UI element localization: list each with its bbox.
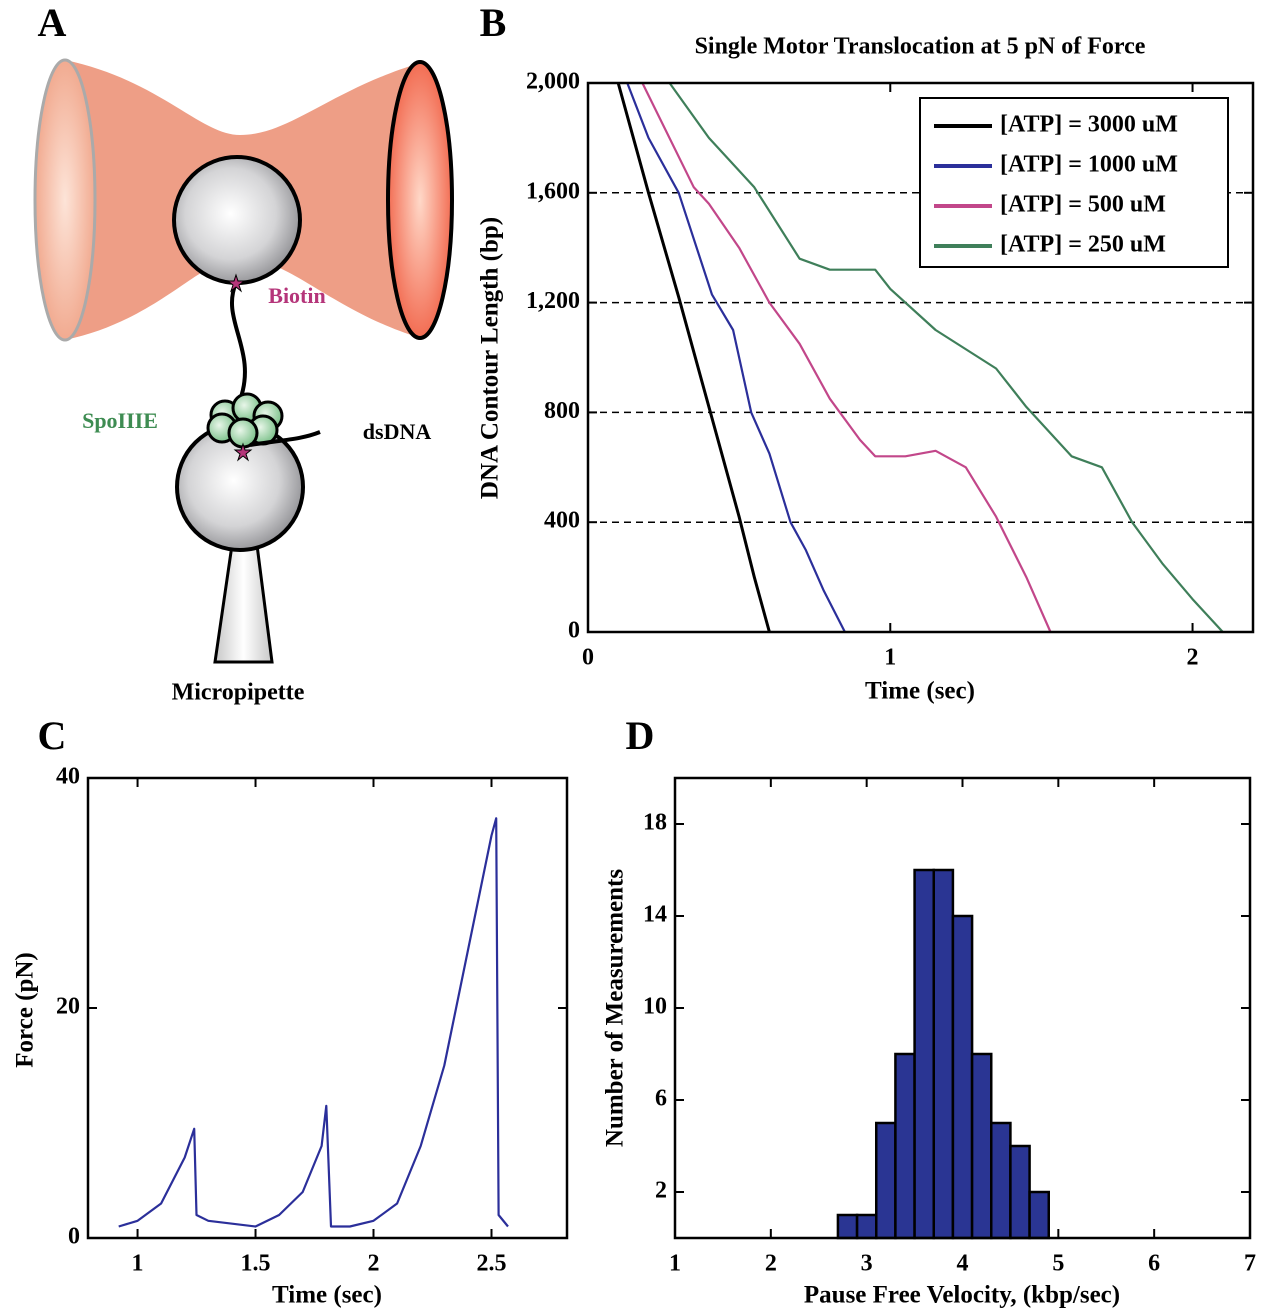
data-line	[626, 82, 846, 633]
y-tick-label: 1,200	[526, 288, 580, 314]
biotin-label: Biotin	[268, 283, 325, 308]
x-tick-label: 2	[765, 1251, 777, 1277]
plot-frame	[586, 81, 1255, 634]
panel-label: B	[480, 0, 507, 45]
data-line	[616, 82, 771, 633]
x-tick-label: 2	[1187, 645, 1199, 671]
x-tick-label: 5	[1052, 1251, 1064, 1277]
y-tick-label: 18	[643, 810, 667, 836]
x-axis-label: Time (sec)	[865, 678, 975, 705]
motor-label: SpoIIIE	[82, 408, 158, 433]
histogram-bar	[932, 868, 955, 1240]
x-tick-label: 0	[582, 645, 594, 671]
y-tick-label: 1,600	[526, 178, 580, 204]
y-tick-label: 40	[56, 764, 80, 790]
x-axis-label: Time (sec)	[272, 1282, 382, 1309]
panel-label: C	[38, 713, 67, 758]
histogram-bar	[913, 868, 935, 1240]
motor	[206, 392, 284, 449]
x-tick-label: 2	[368, 1251, 380, 1277]
biotin-star	[226, 273, 246, 293]
y-axis-label: Force (pN)	[12, 952, 39, 1067]
panel-label: A	[38, 0, 67, 45]
histogram-bar	[1009, 1144, 1031, 1240]
legend-label: [ATP] = 250 uM	[1000, 232, 1166, 258]
y-tick-label: 14	[643, 902, 667, 928]
x-tick-label: 1	[132, 1251, 144, 1277]
histogram-bar	[1028, 1190, 1051, 1240]
histogram-bar	[836, 1213, 859, 1240]
histogram-bar	[990, 1121, 1012, 1240]
diagram-a: A Biotin SpoIIIE dsDNA Micropipette	[33, 0, 454, 706]
x-tick-label: 4	[957, 1251, 969, 1277]
chart-title: Single Motor Translocation at 5 pN of Fo…	[695, 34, 1146, 60]
legend-label: [ATP] = 500 uM	[1000, 192, 1166, 218]
x-tick-label: 7	[1244, 1251, 1256, 1277]
histogram-bar	[875, 1121, 897, 1240]
tether	[229, 282, 247, 401]
y-axis-label: DNA Contour Length (bp)	[477, 217, 504, 499]
y-tick-label: 2,000	[526, 69, 580, 95]
motor-star	[233, 442, 253, 462]
trapped-bead	[172, 155, 302, 285]
y-tick-label: 6	[655, 1086, 667, 1112]
x-tick-label: 1	[669, 1251, 681, 1277]
panel-label: D	[626, 713, 655, 758]
y-tick-label: 400	[544, 508, 580, 534]
dsdna-strand	[249, 430, 321, 447]
dna-label: dsDNA	[363, 419, 432, 444]
beam-end-left	[33, 58, 97, 342]
y-tick-label: 800	[544, 398, 580, 424]
x-tick-label: 2.5	[476, 1251, 506, 1277]
legend-label: [ATP] = 1000 uM	[1000, 152, 1178, 178]
y-tick-label: 10	[643, 994, 667, 1020]
y-tick-label: 20	[56, 994, 80, 1020]
histogram-bar	[855, 1213, 878, 1240]
histogram-bar	[970, 1052, 993, 1240]
x-axis-label: Pause Free Velocity, (kbp/sec)	[804, 1282, 1120, 1309]
pipette-label: Micropipette	[172, 680, 305, 706]
x-tick-label: 3	[861, 1251, 873, 1277]
y-tick-label: 0	[568, 618, 580, 644]
data-line	[668, 82, 1224, 633]
beam-end-right	[386, 60, 454, 340]
data-line	[641, 82, 1052, 633]
y-axis-label: Number of Measurements	[602, 869, 629, 1147]
histogram-bar	[894, 1052, 916, 1240]
histogram-bar	[951, 914, 974, 1240]
y-tick-label: 2	[655, 1178, 667, 1204]
legend-label: [ATP] = 3000 uM	[1000, 112, 1178, 138]
pipette	[213, 543, 274, 664]
x-tick-label: 1.5	[241, 1251, 271, 1277]
data-line	[118, 817, 509, 1228]
x-tick-label: 6	[1148, 1251, 1160, 1277]
plot-frame	[673, 776, 1252, 1240]
y-tick-label: 0	[68, 1224, 80, 1250]
plot-frame	[86, 776, 569, 1240]
x-tick-label: 1	[884, 645, 896, 671]
